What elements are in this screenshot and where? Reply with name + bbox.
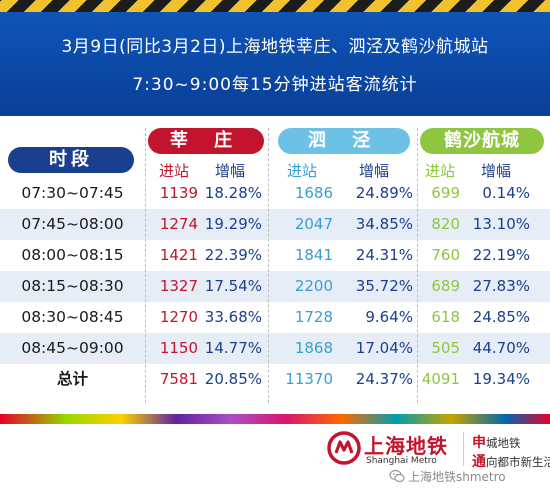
entries-value-sijing: 1868 xyxy=(294,339,333,357)
entries-value-xinzhuang: 1270 xyxy=(159,308,198,326)
entries-value-heshahangcheng: 689 xyxy=(431,277,460,295)
time-slot-label: 07:30~07:45 xyxy=(21,184,124,202)
hazard-stripe-top xyxy=(0,0,550,12)
growth-value-xinzhuang: 18.28% xyxy=(204,184,262,202)
entries-value-sijing: 1841 xyxy=(294,246,333,264)
entries-value-heshahangcheng: 699 xyxy=(431,184,460,202)
entries-value-sijing: 11370 xyxy=(285,370,333,388)
logo-divider xyxy=(463,432,464,466)
growth-value-sijing: 24.31% xyxy=(355,246,413,264)
entries-value-heshahangcheng: 820 xyxy=(431,215,460,233)
growth-value-sijing: 34.85% xyxy=(355,215,413,233)
subheader-growth-xinzhuang: 增幅 xyxy=(214,162,245,180)
entries-value-xinzhuang: 7581 xyxy=(159,370,198,388)
slogan-line2-rest: 向都市新生活 xyxy=(486,455,550,469)
growth-value-xinzhuang: 17.54% xyxy=(204,277,262,295)
table-row-shade xyxy=(0,209,550,240)
growth-value-heshahangcheng: 24.85% xyxy=(472,308,530,326)
time-slot-label: 08:00~08:15 xyxy=(21,246,124,264)
subheader-entries-xinzhuang: 进站 xyxy=(158,162,189,180)
logo-subtitle: Shanghai Metro xyxy=(366,456,437,466)
subheader-growth-sijing: 增幅 xyxy=(358,162,389,180)
growth-value-heshahangcheng: 44.70% xyxy=(472,339,530,357)
title-banner: 3月9日(同比3月2日)上海地铁莘庄、泗泾及鹤沙航城站 7:30~9:00每15… xyxy=(0,12,550,116)
logo-text: 上海地铁 xyxy=(364,434,448,458)
slogan-line2-initial: 通 xyxy=(472,454,486,470)
entries-value-xinzhuang: 1150 xyxy=(159,339,198,357)
entries-value-xinzhuang: 1421 xyxy=(159,246,198,264)
subheader-growth-heshahangcheng: 增幅 xyxy=(480,162,511,180)
metro-line-color-band xyxy=(0,414,550,424)
growth-value-heshahangcheng: 22.19% xyxy=(472,246,530,264)
entries-value-sijing: 1728 xyxy=(294,308,333,326)
entries-value-heshahangcheng: 4091 xyxy=(421,370,460,388)
watermark: 上海地铁shmetro xyxy=(408,470,506,484)
slogan-line1: 申城地铁 xyxy=(472,432,521,452)
total-label: 总计 xyxy=(56,370,88,388)
entries-value-xinzhuang: 1327 xyxy=(159,277,198,295)
shanghai-metro-logo-icon xyxy=(327,431,361,465)
growth-value-heshahangcheng: 13.10% xyxy=(472,215,530,233)
time-slot-label: 08:15~08:30 xyxy=(21,277,124,295)
wechat-icon xyxy=(389,469,405,483)
entries-value-sijing: 2047 xyxy=(294,215,333,233)
time-slot-label: 07:45~08:00 xyxy=(21,215,124,233)
slogan-line1-rest: 城地铁 xyxy=(486,436,521,450)
growth-value-sijing: 24.89% xyxy=(355,184,413,202)
entries-value-sijing: 2200 xyxy=(294,277,333,295)
growth-value-sijing: 17.04% xyxy=(355,339,413,357)
entries-value-heshahangcheng: 505 xyxy=(431,339,460,357)
entries-value-xinzhuang: 1274 xyxy=(159,215,198,233)
growth-value-xinzhuang: 22.39% xyxy=(204,246,262,264)
banner-title-line1: 3月9日(同比3月2日)上海地铁莘庄、泗泾及鹤沙航城站 xyxy=(61,37,489,57)
growth-value-sijing: 24.37% xyxy=(355,370,413,388)
growth-value-xinzhuang: 20.85% xyxy=(204,370,262,388)
column-separator xyxy=(417,128,418,403)
growth-value-heshahangcheng: 0.14% xyxy=(482,184,530,202)
growth-value-heshahangcheng: 19.34% xyxy=(472,370,530,388)
time-slot-label: 08:30~08:45 xyxy=(21,308,124,326)
subheader-entries-heshahangcheng: 进站 xyxy=(424,162,455,180)
column-separator xyxy=(268,128,269,403)
column-separator xyxy=(145,128,146,403)
banner-title-line2: 7:30~9:00每15分钟进站客流统计 xyxy=(132,75,418,95)
station-header-sijing: 泗 泾 xyxy=(278,128,410,154)
growth-value-sijing: 9.64% xyxy=(365,308,413,326)
entries-value-xinzhuang: 1139 xyxy=(159,184,198,202)
subheader-entries-sijing: 进站 xyxy=(286,162,317,180)
table-row-shade xyxy=(0,333,550,364)
entries-value-sijing: 1686 xyxy=(294,184,333,202)
entries-value-heshahangcheng: 618 xyxy=(431,308,460,326)
entries-value-heshahangcheng: 760 xyxy=(431,246,460,264)
station-header-xinzhuang: 莘 庄 xyxy=(148,128,264,154)
growth-value-xinzhuang: 14.77% xyxy=(204,339,262,357)
growth-value-xinzhuang: 19.29% xyxy=(204,215,262,233)
time-slot-label: 08:45~09:00 xyxy=(21,339,124,357)
table-row-shade xyxy=(0,271,550,302)
growth-value-xinzhuang: 33.68% xyxy=(204,308,262,326)
station-header-heshahangcheng: 鹤沙航城 xyxy=(420,128,544,154)
slogan-line1-initial: 申 xyxy=(472,435,486,451)
footer xyxy=(0,424,550,497)
time-column-header: 时段 xyxy=(8,147,134,173)
growth-value-sijing: 35.72% xyxy=(355,277,413,295)
slogan-line2: 通向都市新生活 xyxy=(472,451,550,471)
growth-value-heshahangcheng: 27.83% xyxy=(472,277,530,295)
